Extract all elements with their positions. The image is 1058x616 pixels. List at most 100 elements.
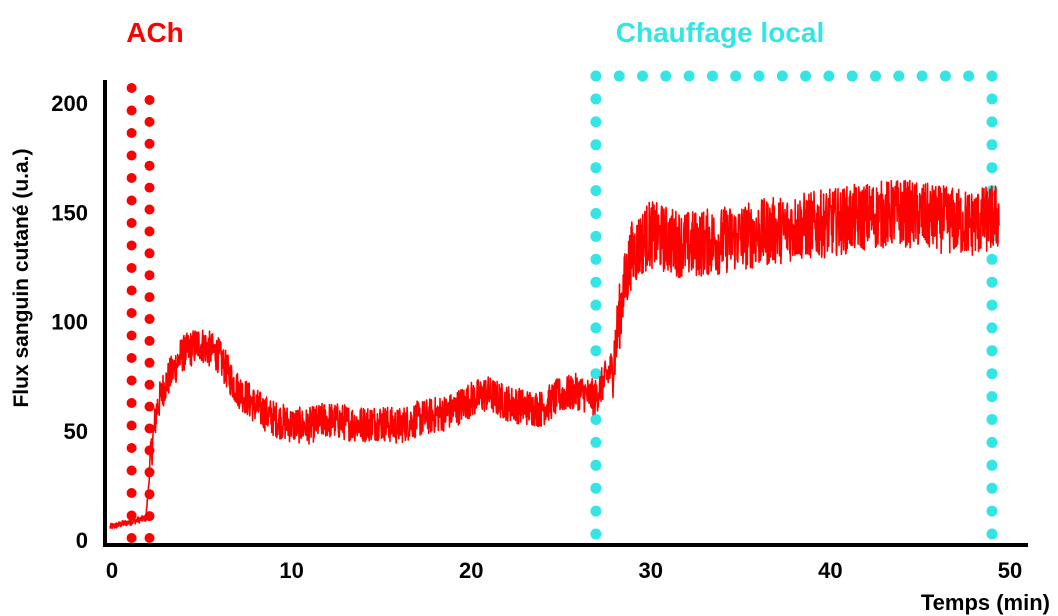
heating-dot: [590, 116, 602, 128]
ach-dot: [126, 308, 137, 318]
heating-dot: [986, 116, 998, 128]
ach-dot: [144, 335, 155, 346]
heating-dot: [986, 70, 998, 82]
ach-dot: [126, 218, 137, 228]
ach-dot: [126, 240, 137, 251]
heating-dot: [986, 482, 998, 494]
ach-dot: [144, 401, 155, 412]
ach-dot: [126, 173, 137, 183]
heating-dot: [683, 70, 695, 82]
x-tick-labels: 0 10 20 30 40 50: [106, 558, 1022, 583]
ach-dot: [126, 83, 137, 93]
ach-dot: [144, 533, 155, 543]
ach-dot: [126, 150, 137, 161]
heating-dot: [986, 436, 998, 448]
heating-dot: [986, 391, 998, 403]
heating-dot: [893, 70, 905, 82]
ach-dot: [126, 195, 137, 206]
ach-dot: [126, 533, 137, 543]
heating-dot: [986, 299, 998, 311]
heating-dot: [590, 276, 602, 288]
y-axis-label: Flux sanguin cutané (u.a.): [10, 148, 33, 407]
heating-dot: [590, 299, 602, 311]
ach-dot: [144, 160, 155, 171]
x-axis-label: Temps (min): [921, 590, 1050, 615]
heating-dot: [986, 162, 998, 174]
ach-dot: [144, 116, 155, 127]
ach-dot: [144, 270, 155, 281]
heating-dot: [986, 528, 998, 540]
heating-dot: [590, 414, 602, 425]
heating-dot: [590, 93, 602, 105]
heating-dot: [939, 70, 951, 82]
heating-dot: [776, 70, 788, 82]
heating-dot: [916, 70, 928, 82]
ach-label: ACh: [126, 17, 184, 48]
x-tick-label: 10: [279, 558, 303, 583]
y-tick-label: 150: [51, 200, 88, 225]
x-tick-label: 30: [639, 558, 663, 583]
x-tick-label: 40: [818, 558, 842, 583]
heating-dot: [986, 505, 998, 517]
ach-dot: [144, 138, 155, 149]
ach-marker: [126, 83, 155, 543]
heating-dot: [753, 70, 765, 82]
heating-dot: [590, 459, 602, 471]
heating-dot: [706, 70, 718, 82]
heating-label: Chauffage local: [616, 17, 824, 48]
heating-dot: [963, 70, 975, 82]
heating-dot: [590, 505, 602, 517]
ach-dot: [126, 465, 137, 476]
ach-dot: [126, 420, 137, 431]
heating-box: [590, 70, 998, 540]
heating-dot: [637, 70, 648, 82]
heating-dot: [613, 70, 625, 82]
heating-dot: [730, 70, 742, 82]
ach-dot: [126, 375, 137, 386]
heating-dot: [823, 70, 835, 82]
ach-dot: [144, 314, 155, 324]
ach-dot: [144, 357, 155, 368]
y-tick-labels: 0 50 100 150 200: [51, 91, 88, 553]
ach-dot: [126, 105, 137, 116]
ach-dot: [126, 443, 137, 453]
ach-dot: [126, 128, 137, 138]
heating-dot: [590, 70, 602, 82]
heating-dot: [986, 322, 998, 334]
ach-dot: [144, 204, 155, 215]
heating-dot: [986, 276, 998, 288]
heating-dot: [590, 368, 602, 380]
heating-dot: [590, 322, 602, 334]
heating-dot: [986, 345, 998, 357]
y-tick-label: 50: [64, 419, 88, 444]
heating-dot: [590, 162, 602, 174]
ach-dot: [144, 292, 155, 303]
ach-dot: [126, 330, 137, 341]
ach-dot: [126, 263, 137, 273]
heating-dot: [986, 414, 998, 425]
y-tick-label: 0: [76, 528, 88, 553]
ach-dot: [144, 489, 155, 500]
heating-dot: [590, 185, 602, 197]
ach-dot: [144, 379, 155, 390]
heating-dot: [986, 93, 998, 105]
x-tick-label: 50: [998, 558, 1022, 583]
heating-dot: [590, 253, 602, 265]
heating-dot: [986, 459, 998, 471]
heating-dot: [590, 528, 602, 540]
ach-dot: [144, 226, 155, 237]
heating-dot: [870, 70, 881, 82]
heating-dot: [986, 139, 998, 151]
heating-dot: [590, 208, 602, 219]
heating-dot: [590, 436, 602, 448]
heating-dot: [846, 70, 858, 82]
heating-dot: [800, 70, 812, 82]
heating-dot: [590, 345, 602, 357]
heating-dot: [986, 253, 998, 265]
ach-dot: [126, 353, 137, 363]
heating-dot: [660, 70, 672, 82]
heating-dot: [590, 482, 602, 494]
ach-dot: [144, 248, 155, 259]
ach-dot: [126, 488, 137, 498]
